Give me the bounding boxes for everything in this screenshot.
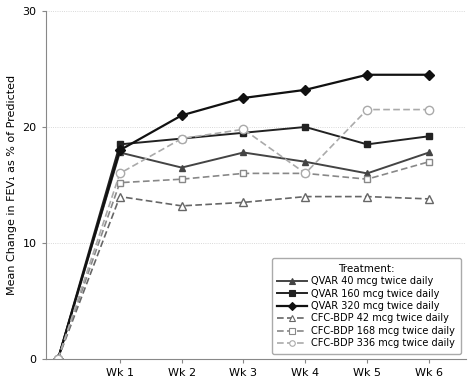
QVAR 320 mcg twice daily bbox=[179, 113, 184, 118]
QVAR 40 mcg twice daily bbox=[179, 165, 184, 170]
CFC-BDP 42 mcg twice daily bbox=[241, 200, 246, 205]
QVAR 320 mcg twice daily bbox=[55, 357, 61, 362]
QVAR 40 mcg twice daily bbox=[241, 150, 246, 155]
Line: CFC-BDP 168 mcg twice daily: CFC-BDP 168 mcg twice daily bbox=[54, 158, 432, 363]
QVAR 40 mcg twice daily bbox=[117, 150, 123, 155]
QVAR 320 mcg twice daily bbox=[241, 95, 246, 100]
CFC-BDP 42 mcg twice daily bbox=[179, 204, 184, 208]
CFC-BDP 42 mcg twice daily bbox=[55, 357, 61, 362]
Line: QVAR 160 mcg twice daily: QVAR 160 mcg twice daily bbox=[54, 124, 432, 363]
QVAR 320 mcg twice daily bbox=[302, 87, 308, 92]
CFC-BDP 168 mcg twice daily bbox=[55, 357, 61, 362]
Line: QVAR 40 mcg twice daily: QVAR 40 mcg twice daily bbox=[54, 149, 432, 363]
CFC-BDP 336 mcg twice daily bbox=[179, 136, 184, 141]
Y-axis label: Mean Change in FEV₁ as % of Predicted: Mean Change in FEV₁ as % of Predicted bbox=[7, 75, 17, 295]
CFC-BDP 42 mcg twice daily bbox=[426, 197, 432, 201]
CFC-BDP 168 mcg twice daily bbox=[302, 171, 308, 176]
Line: CFC-BDP 42 mcg twice daily: CFC-BDP 42 mcg twice daily bbox=[54, 192, 433, 363]
Line: CFC-BDP 336 mcg twice daily: CFC-BDP 336 mcg twice daily bbox=[54, 105, 433, 363]
CFC-BDP 168 mcg twice daily bbox=[364, 177, 370, 181]
QVAR 40 mcg twice daily bbox=[426, 150, 432, 155]
QVAR 40 mcg twice daily bbox=[55, 357, 61, 362]
QVAR 160 mcg twice daily bbox=[117, 142, 123, 147]
CFC-BDP 336 mcg twice daily bbox=[364, 107, 370, 112]
Line: QVAR 320 mcg twice daily: QVAR 320 mcg twice daily bbox=[54, 71, 432, 363]
QVAR 160 mcg twice daily bbox=[426, 134, 432, 139]
CFC-BDP 42 mcg twice daily bbox=[364, 194, 370, 199]
QVAR 160 mcg twice daily bbox=[364, 142, 370, 147]
CFC-BDP 42 mcg twice daily bbox=[117, 194, 123, 199]
CFC-BDP 42 mcg twice daily bbox=[302, 194, 308, 199]
CFC-BDP 336 mcg twice daily bbox=[302, 171, 308, 176]
CFC-BDP 168 mcg twice daily bbox=[179, 177, 184, 181]
QVAR 320 mcg twice daily bbox=[364, 72, 370, 77]
QVAR 160 mcg twice daily bbox=[241, 131, 246, 135]
CFC-BDP 168 mcg twice daily bbox=[117, 180, 123, 185]
QVAR 160 mcg twice daily bbox=[55, 357, 61, 362]
QVAR 160 mcg twice daily bbox=[302, 125, 308, 129]
QVAR 320 mcg twice daily bbox=[117, 148, 123, 152]
Legend: QVAR 40 mcg twice daily, QVAR 160 mcg twice daily, QVAR 320 mcg twice daily, CFC: QVAR 40 mcg twice daily, QVAR 160 mcg tw… bbox=[272, 258, 461, 354]
QVAR 320 mcg twice daily bbox=[426, 72, 432, 77]
QVAR 160 mcg twice daily bbox=[179, 136, 184, 141]
CFC-BDP 336 mcg twice daily bbox=[117, 171, 123, 176]
QVAR 40 mcg twice daily bbox=[364, 171, 370, 176]
CFC-BDP 336 mcg twice daily bbox=[55, 357, 61, 362]
CFC-BDP 168 mcg twice daily bbox=[241, 171, 246, 176]
CFC-BDP 168 mcg twice daily bbox=[426, 159, 432, 164]
CFC-BDP 336 mcg twice daily bbox=[241, 127, 246, 132]
QVAR 40 mcg twice daily bbox=[302, 159, 308, 164]
CFC-BDP 336 mcg twice daily bbox=[426, 107, 432, 112]
